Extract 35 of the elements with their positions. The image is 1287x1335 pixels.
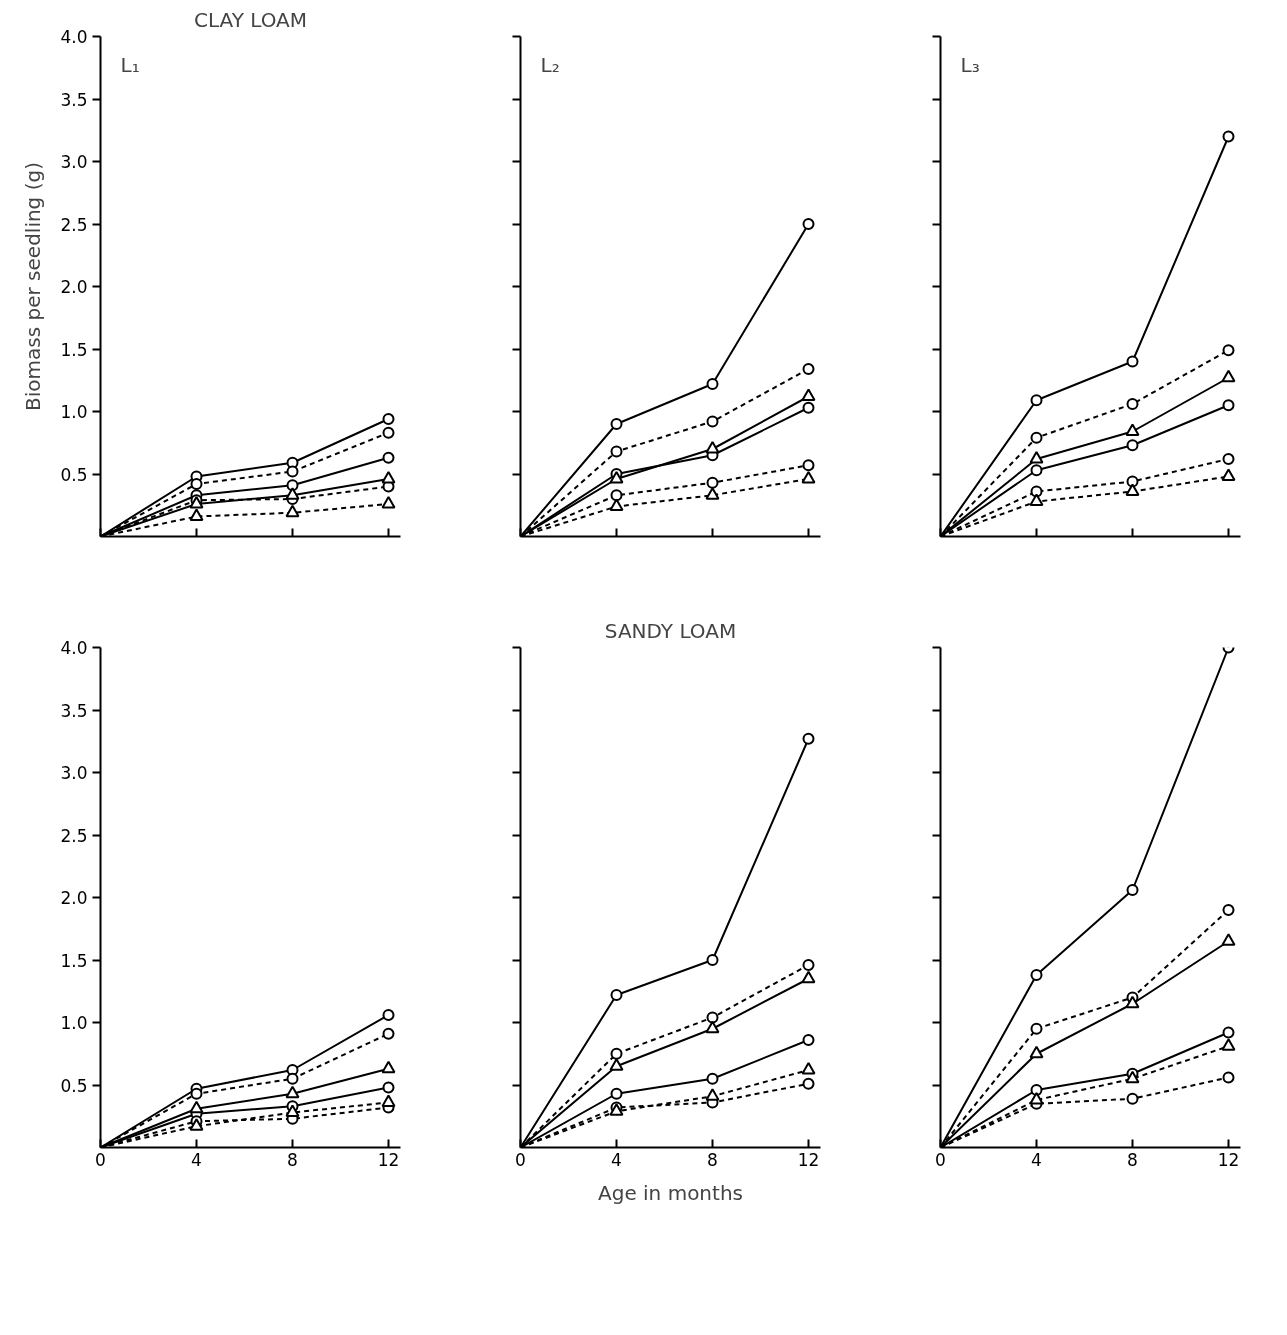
y-tick-label: 4.0 [60, 638, 88, 658]
annotation: L₁ [120, 52, 140, 77]
y-tick-label: 3.0 [60, 152, 88, 172]
x-tick-label: 4 [611, 1149, 622, 1170]
x-tick-label: 8 [1127, 1149, 1138, 1170]
y-tick-label: 0.5 [60, 464, 88, 485]
y-tick-label: 3.0 [60, 763, 88, 783]
chart-title: CLAY LOAM [193, 7, 308, 32]
y-tick-label: 1.5 [60, 950, 88, 971]
y-tick-label: 4.0 [60, 27, 88, 47]
y-tick-label: 2.5 [60, 825, 88, 846]
y-tick-label: 2.5 [60, 214, 88, 235]
y-tick-label: 0.5 [60, 1075, 88, 1096]
y-axis-title: Biomass per seedling (g) [21, 162, 46, 411]
x-axis-title: Age in months [598, 1180, 743, 1205]
x-tick-label: 4 [191, 1149, 202, 1170]
y-tick-label: 3.5 [60, 700, 88, 721]
chart-title: SANDY LOAM [604, 618, 737, 643]
x-tick-label: 12 [377, 1149, 400, 1170]
x-tick-label: 0 [935, 1149, 946, 1170]
y-tick-label: 1.0 [60, 402, 88, 422]
y-tick-label: 1.5 [60, 339, 88, 360]
x-tick-label: 8 [287, 1149, 298, 1170]
annotation: L₂ [540, 52, 560, 77]
x-tick-label: 12 [1217, 1149, 1240, 1170]
x-tick-label: 0 [95, 1149, 106, 1170]
x-tick-label: 8 [707, 1149, 718, 1170]
x-tick-label: 0 [515, 1149, 526, 1170]
x-tick-label: 4 [1031, 1149, 1042, 1170]
y-tick-label: 3.5 [60, 89, 88, 110]
x-tick-label: 12 [797, 1149, 820, 1170]
annotation: L₃ [960, 52, 980, 77]
y-tick-label: 1.0 [60, 1013, 88, 1033]
y-tick-label: 2.0 [60, 888, 88, 908]
y-tick-label: 2.0 [60, 277, 88, 297]
